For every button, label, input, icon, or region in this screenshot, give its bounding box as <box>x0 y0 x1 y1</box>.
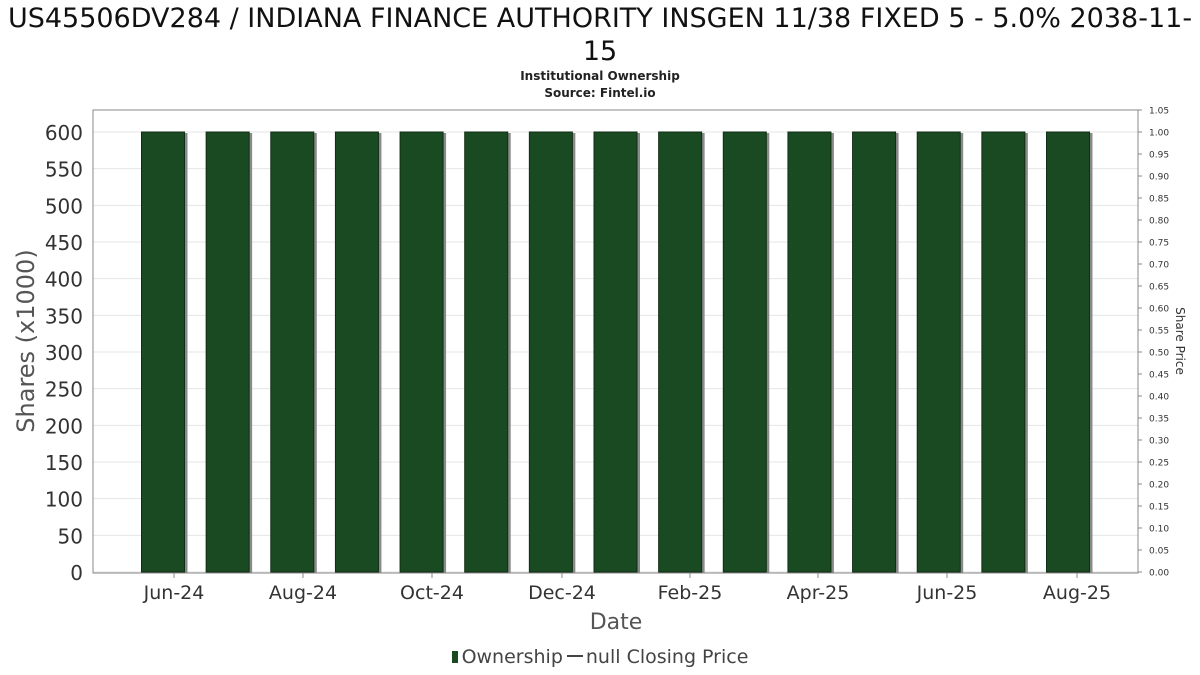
y-tick-label: 50 <box>58 524 83 548</box>
y-tick-label: 550 <box>45 158 83 182</box>
chart-legend: Ownership null Closing Price <box>0 646 1200 668</box>
y-tick-label: 450 <box>45 231 83 255</box>
ownership-chart: 0 50 100 150 200 250 300 350 400 450 500 550 600 0.0… <box>12 107 1187 636</box>
y2-tick-label: 0.05 <box>1149 547 1169 557</box>
y2-tick-label: 1.05 <box>1149 107 1169 117</box>
y2-tick-label: 0.85 <box>1149 195 1169 205</box>
ownership-legend-label: Ownership <box>461 646 563 668</box>
x-tick-label: Dec-24 <box>528 582 596 604</box>
x-tick-label: Apr-25 <box>787 582 850 604</box>
y2-tick-label: 0.20 <box>1149 481 1169 491</box>
plot-frame <box>92 109 1139 574</box>
ownership-bar <box>270 131 315 573</box>
ownership-bar <box>528 131 573 573</box>
y-tick-label: 500 <box>45 194 83 218</box>
y2-tick-label: 0.50 <box>1149 349 1169 359</box>
ownership-bar <box>787 131 832 573</box>
y2-tick-label: 0.00 <box>1149 569 1169 579</box>
y2-tick-label: 0.75 <box>1149 239 1169 249</box>
plot-border <box>92 109 1139 574</box>
chart-source: Source: Fintel.io <box>544 86 656 100</box>
y2-tick-label: 0.30 <box>1149 437 1169 447</box>
y-tick-label: 250 <box>45 378 83 402</box>
ownership-bar <box>205 131 250 573</box>
y2-tick-label: 0.60 <box>1149 305 1169 315</box>
ownership-bar <box>981 131 1026 573</box>
y2-tick-label: 0.70 <box>1149 261 1169 271</box>
y2-tick-label: 0.15 <box>1149 503 1169 513</box>
y-axis-label: Shares (x1000) <box>12 249 40 432</box>
x-tick-label: Oct-24 <box>400 582 464 604</box>
ownership-bar <box>141 131 185 573</box>
ownership-bar <box>334 131 379 573</box>
chart-title: US45506DV284 / INDIANA FINANCE AUTHORITY… <box>7 3 1193 67</box>
chart-header: US45506DV284 / INDIANA FINANCE AUTHORITY… <box>0 0 1200 102</box>
ownership-bar <box>593 131 638 573</box>
y-tick-label: 150 <box>45 451 83 475</box>
y-tick-label: 400 <box>45 268 83 292</box>
y-axis-ticks: 0 50 100 150 200 250 300 350 400 450 500 550 600 <box>45 121 83 585</box>
ownership-bar <box>916 131 961 573</box>
x-tick-label: Jun-25 <box>916 582 978 604</box>
ownership-legend-swatch <box>451 651 458 663</box>
price-legend-swatch <box>566 655 583 657</box>
y-tick-label: 350 <box>45 304 83 328</box>
y2-tick-label: 0.95 <box>1149 151 1169 161</box>
ownership-bar <box>464 131 509 573</box>
ownership-bar <box>722 131 767 573</box>
y-tick-label: 100 <box>45 488 83 512</box>
ownership-bar <box>399 131 444 573</box>
y-tick-label: 600 <box>45 121 83 145</box>
y2-tick-label: 0.65 <box>1149 283 1169 293</box>
y2-tick-label: 0.10 <box>1149 525 1169 535</box>
ownership-bar <box>658 131 703 573</box>
x-tick-label: Feb-25 <box>658 582 723 604</box>
y2-tick-label: 0.80 <box>1149 217 1169 227</box>
y-tick-label: 300 <box>45 341 83 365</box>
x-axis-label: Date <box>590 610 643 635</box>
y-tick-label: 0 <box>70 561 83 585</box>
y-tick-label: 200 <box>45 414 83 438</box>
chart-subtitle: Institutional Ownership <box>520 69 680 83</box>
bars-group <box>141 131 1093 573</box>
price-legend-label: null Closing Price <box>585 646 749 668</box>
y2-tick-label: 1.00 <box>1149 129 1169 139</box>
y2-tick-label: 0.90 <box>1149 173 1169 183</box>
y2-tick-label: 0.40 <box>1149 393 1169 403</box>
y2-axis-ticks: 0.00 0.05 0.10 0.15 0.20 0.25 0.30 0.35 0.40 0.45… <box>1138 107 1169 579</box>
y2-tick-label: 0.35 <box>1149 415 1169 425</box>
y2-tick-label: 0.55 <box>1149 327 1169 337</box>
x-axis-ticks: Jun-24 Aug-24 Oct-24 Dec-24 Feb-25 Apr-25 Jun-… <box>143 573 1111 604</box>
x-tick-label: Aug-24 <box>269 582 337 604</box>
x-tick-label: Jun-24 <box>143 582 205 604</box>
y2-axis-label: Share Price <box>1173 307 1187 375</box>
x-tick-label: Aug-25 <box>1043 582 1111 604</box>
ownership-bar <box>1046 131 1090 573</box>
y2-tick-label: 0.45 <box>1149 371 1169 381</box>
y2-tick-label: 0.25 <box>1149 459 1169 469</box>
ownership-bar <box>852 131 897 573</box>
